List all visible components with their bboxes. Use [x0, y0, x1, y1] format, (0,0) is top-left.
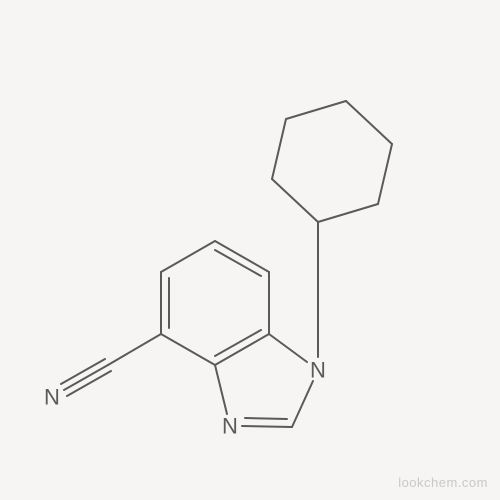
- molecule-redraw: N N N: [0, 0, 500, 500]
- svg-text:N: N: [44, 385, 60, 410]
- watermark-text: lookchem.com: [398, 475, 488, 490]
- molecule-svg: N N N: [0, 0, 500, 500]
- svg-text:N: N: [222, 414, 238, 439]
- diagram-canvas: N N N: [0, 0, 500, 500]
- svg-text:N: N: [310, 358, 326, 383]
